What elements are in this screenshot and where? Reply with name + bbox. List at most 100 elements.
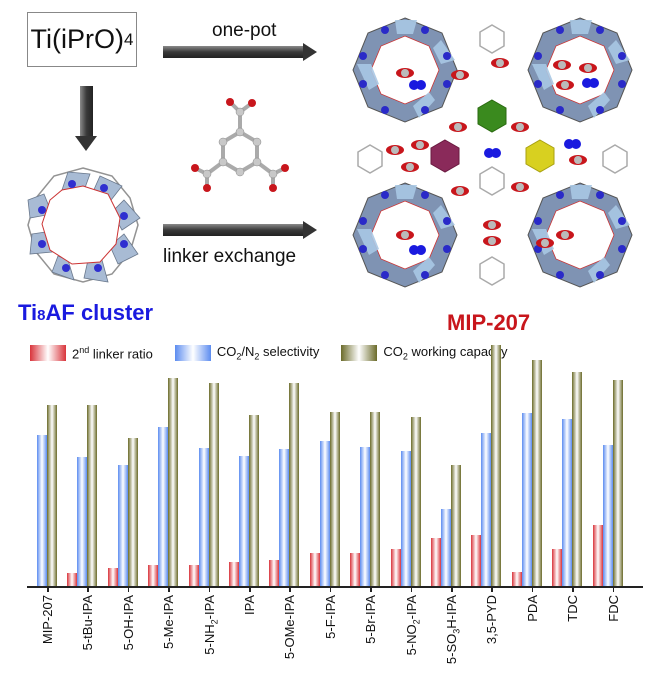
x-tick (87, 586, 89, 592)
bar-blue (319, 441, 330, 586)
x-tick (249, 586, 251, 592)
bar-group (27, 0, 57, 586)
bar-blue (158, 427, 169, 586)
bar-blue (400, 451, 411, 586)
bar-group (269, 0, 300, 586)
bar-group (390, 0, 421, 586)
bar-group (229, 0, 259, 586)
x-tick-label: 5-tBu-IPA (80, 595, 96, 651)
x-tick-label: IPA (242, 595, 257, 615)
bar-red (309, 553, 320, 586)
bar-olive (208, 383, 219, 586)
bar-red (471, 535, 482, 586)
cluster-label-sub: 8 (37, 307, 46, 324)
x-tick (168, 586, 170, 592)
bar-olive (451, 465, 461, 586)
bar-red (350, 553, 361, 586)
bar-group (592, 0, 623, 586)
bar-olive (127, 438, 138, 586)
bar-blue (37, 435, 47, 586)
mip-207-label: MIP-207 (447, 310, 531, 335)
x-tick-label: MIP-207 (40, 595, 55, 645)
x-tick-label: 5-F-IPA (322, 595, 338, 639)
x-tick (127, 586, 130, 592)
bar-red (188, 565, 199, 586)
bar-blue (279, 449, 290, 586)
x-tick-label: FDC (605, 595, 621, 622)
bar-blue (198, 448, 209, 586)
ti8af-cluster-structure (27, 167, 141, 283)
bar-group (471, 0, 502, 586)
x-tick (370, 586, 372, 592)
bar-blue (562, 419, 573, 586)
x-tick (531, 586, 534, 592)
bar-blue (521, 413, 532, 586)
legend-label-selectivity: CO2/N2 selectivity (216, 344, 320, 362)
linker-molecule (191, 98, 289, 192)
x-tick-label: 3,5-PYD (484, 595, 500, 645)
bar-blue (77, 457, 88, 586)
bar-olive (612, 380, 623, 586)
x-tick (208, 586, 211, 592)
x-tick (289, 586, 291, 592)
bar-group (431, 0, 461, 586)
bar-chart: MIP-207 5-tBu-IPA 5-OH-IPA 5-Me-IPA 5-NH2-IP… (27, 0, 623, 664)
bar-olive (531, 360, 542, 586)
mip-207-framework-structure (352, 17, 633, 288)
cluster-label-post: AF cluster (45, 300, 154, 325)
legend: 2nd linker ratio CO2/N2 selectivity CO2 … (30, 344, 508, 362)
legend-swatch-working-capacity (341, 344, 378, 361)
x-tick (329, 586, 332, 592)
bar-olive (572, 372, 583, 586)
bar-blue (360, 447, 371, 586)
x-tick-label: 5-Br-IPA (363, 595, 379, 644)
bar-olive (370, 412, 381, 586)
bar-blue (117, 465, 128, 586)
bar-red (67, 573, 78, 586)
bar-olive (289, 383, 300, 586)
bar-red (592, 525, 603, 586)
legend-label-working-capacity: CO2 working capacity (383, 344, 508, 362)
one-pot-arrow (163, 43, 317, 61)
bar-olive (410, 417, 421, 586)
bar-olive (491, 345, 502, 586)
bar-red (107, 568, 118, 586)
bar-blue (239, 456, 249, 586)
x-tick-label: 5-SO3H-IPA (444, 595, 462, 665)
bar-group (188, 0, 219, 586)
ti8af-cluster-label: Ti8AF cluster (18, 300, 153, 326)
bar-blue (441, 509, 451, 586)
x-tick (410, 586, 413, 592)
legend-label-linker-ratio: 2nd linker ratio (72, 344, 153, 361)
x-tick-label: 5-NO2-IPA (403, 595, 422, 656)
linker-exchange-label: linker exchange (163, 246, 297, 267)
bar-red (148, 565, 159, 586)
bar-olive (47, 405, 57, 586)
bar-blue (602, 445, 613, 586)
bar-red (229, 562, 239, 586)
x-tick-label: TDC (565, 595, 581, 622)
one-pot-label: one-pot (212, 20, 277, 41)
bar-group (350, 0, 381, 586)
x-tick (491, 586, 493, 592)
x-tick-label: PDA (524, 595, 540, 622)
x-axis (27, 586, 643, 588)
bar-group (67, 0, 98, 586)
precursor-subscript: 4 (124, 29, 134, 49)
cluster-label-pre: Ti (18, 300, 38, 325)
bar-red (269, 560, 280, 586)
bar-olive (249, 415, 259, 586)
x-tick-label: 5-NH2-IPA (201, 595, 220, 655)
x-tick-label: 5-OH-IPA (120, 595, 136, 651)
x-tick (451, 586, 453, 592)
legend-swatch-selectivity (174, 344, 211, 361)
down-arrow (75, 86, 97, 151)
x-tick (47, 586, 49, 592)
bar-olive (87, 405, 98, 586)
bar-group (511, 0, 542, 586)
bar-red (390, 549, 401, 586)
precursor-formula: Ti(iPrO) (30, 24, 124, 54)
linker-exchange-arrow (163, 221, 317, 239)
bar-group (148, 0, 179, 586)
bar-olive (168, 378, 179, 586)
